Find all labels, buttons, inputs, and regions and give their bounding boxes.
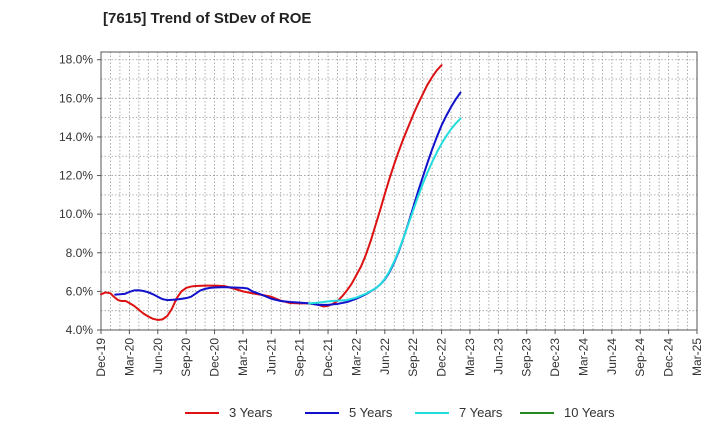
x-tick-label: Dec-24 (662, 338, 676, 377)
y-tick-label: 16.0% (59, 91, 93, 105)
x-tick-label: Mar-24 (576, 338, 590, 376)
x-tick-label: Mar-21 (236, 338, 250, 376)
y-tick-label: 10.0% (59, 207, 93, 221)
x-tick-label: Jun-22 (378, 338, 392, 375)
x-tick-label: Dec-22 (435, 338, 449, 377)
x-tick-label: Jun-21 (264, 338, 278, 375)
y-tick-label: 12.0% (59, 169, 93, 183)
legend-item-10-years: 10 Years (520, 405, 615, 420)
x-tick-label: Jun-20 (151, 338, 165, 375)
y-tick-label: 6.0% (66, 284, 94, 298)
x-tick-label: Mar-25 (690, 338, 704, 376)
plot-area (101, 52, 697, 330)
legend-swatch (520, 411, 554, 414)
legend-swatch (185, 411, 219, 414)
x-tick-label: Dec-21 (321, 338, 335, 377)
chart-legend: 3 Years 5 Years 7 Years 10 Years (0, 405, 720, 427)
x-tick-label: Sep-23 (520, 338, 534, 377)
plot-frame (100, 51, 698, 331)
x-tick-label: Sep-21 (293, 338, 307, 377)
legend-swatch (305, 411, 339, 414)
x-tick-label: Mar-20 (122, 338, 136, 376)
legend-label: 7 Years (459, 405, 503, 420)
legend-label: 3 Years (229, 405, 273, 420)
series-line-7-years (308, 117, 462, 305)
y-tick-label: 4.0% (66, 323, 94, 337)
x-tick-label: Jun-24 (605, 338, 619, 375)
legend-item-7-years: 7 Years (415, 405, 502, 420)
legend-item-5-years: 5 Years (305, 405, 392, 420)
x-tick-label: Sep-22 (406, 338, 420, 377)
legend-label: 5 Years (349, 405, 393, 420)
x-tick-label: Dec-20 (208, 338, 222, 377)
legend-swatch (415, 411, 449, 414)
x-tick-label: Sep-24 (633, 338, 647, 377)
y-tick-label: 18.0% (59, 53, 93, 67)
chart-title: [7615] Trend of StDev of ROE (103, 10, 312, 27)
y-tick-label: 8.0% (66, 246, 94, 260)
y-tick-label: 14.0% (59, 130, 93, 144)
series-line-5-years (114, 91, 462, 306)
x-tick-label: Dec-23 (548, 338, 562, 377)
legend-label: 10 Years (564, 405, 615, 420)
x-tick-label: Jun-23 (491, 338, 505, 375)
x-tick-label: Mar-22 (349, 338, 363, 376)
legend-item-3-years: 3 Years (185, 405, 272, 420)
x-tick-label: Sep-20 (179, 338, 193, 377)
x-tick-label: Mar-23 (463, 338, 477, 376)
x-tick-label: Dec-19 (94, 338, 108, 377)
